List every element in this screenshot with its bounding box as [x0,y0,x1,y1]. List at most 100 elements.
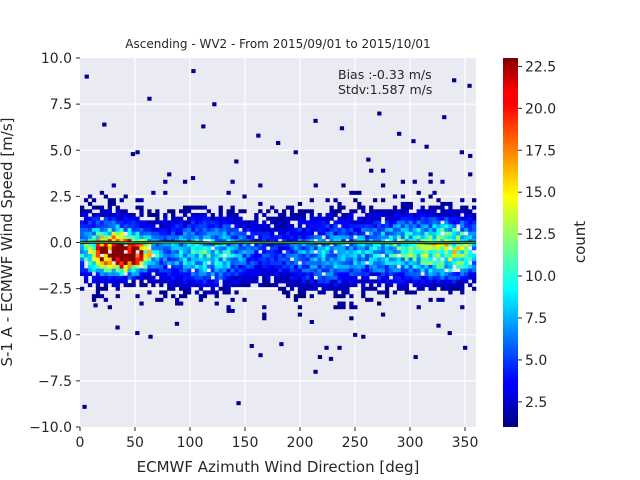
heatmap-cell [396,231,402,236]
heatmap-cell [115,227,120,232]
heatmap-cell [242,264,247,269]
heatmap-cell [456,260,461,265]
heatmap-cell [428,268,433,273]
heatmap-cell [175,242,180,247]
heatmap-cell [202,242,208,247]
heatmap-cell [143,275,148,280]
heatmap-cell [143,231,148,236]
heatmap-cell [230,220,235,225]
heatmap-cell [242,249,247,254]
heatmap-cell [163,224,168,229]
y-tick-label: 10.0 [41,51,72,67]
heatmap-cell [420,268,425,273]
heatmap-cell [230,209,235,214]
heatmap-cell [281,257,287,262]
heatmap-cell [456,275,461,280]
heatmap-cell [127,253,132,258]
heatmap-cell [325,257,330,262]
heatmap-cell [139,253,144,258]
heatmap-cell [460,205,465,210]
heatmap-cell [274,257,279,262]
heatmap-cell [301,272,307,277]
heatmap-cell [448,268,453,273]
heatmap-cell [289,249,295,254]
heatmap-cell [464,272,469,277]
heatmap-cell [175,235,180,240]
heatmap-cell [317,290,322,295]
heatmap-cell [412,212,417,217]
heatmap-cell [333,257,338,262]
heatmap-cell [210,290,215,295]
heatmap-cell [436,249,441,254]
heatmap-cell [424,283,429,288]
heatmap-cell [345,279,350,284]
heatmap-cell [361,216,366,221]
y-tick-label: −10.0 [29,420,72,436]
heatmap-cell [440,268,445,273]
heatmap-cell [452,235,457,240]
heatmap-cell [206,275,211,280]
heatmap-cell [246,283,251,288]
heatmap-cell [444,209,449,214]
heatmap-cell [345,272,350,277]
heatmap-cell [353,264,358,269]
heatmap-cell [210,283,215,288]
heatmap-cell [456,209,461,214]
heatmap-cell [175,264,180,269]
heatmap-cell [440,227,445,232]
heatmap-cell [218,205,223,210]
heatmap-cell [333,209,338,214]
heatmap-cell [357,224,362,229]
heatmap-cell [262,231,267,236]
heatmap-cell [440,275,445,280]
heatmap-cell [250,260,255,265]
heatmap-cell [460,257,465,262]
heatmap-cell [111,220,116,225]
heatmap-cell [186,227,192,232]
heatmap-cell [369,235,374,240]
heatmap-cell [428,260,433,265]
heatmap-cell [444,231,449,236]
heatmap-cell [281,253,287,258]
heatmap-cell [353,257,358,262]
heatmap-cell [226,268,231,273]
heatmap-cell [147,275,152,280]
heatmap-cell [131,216,136,221]
heatmap-cell [159,268,164,273]
heatmap-cell [305,231,310,236]
heatmap-cell [274,249,279,254]
heatmap-cell [234,272,239,277]
heatmap-cell [147,253,152,258]
heatmap-cell [163,179,168,184]
heatmap-cell [301,227,307,232]
heatmap-cell [472,246,477,251]
heatmap-cell [341,249,346,254]
heatmap-cell [281,231,287,236]
heatmap-cell [147,249,152,254]
heatmap-cell [380,260,386,265]
heatmap-cell [222,290,227,295]
heatmap-cell [194,260,200,265]
heatmap-cell [246,227,251,232]
heatmap-cell [91,268,97,273]
heatmap-cell [420,260,425,265]
heatmap-cell [436,275,441,280]
heatmap-cell [313,118,318,123]
heatmap-cell [420,264,425,269]
heatmap-cell [139,260,144,265]
heatmap-cell [202,224,208,229]
heatmap-cell [226,235,231,240]
heatmap-cell [301,279,307,284]
heatmap-cell [357,201,362,206]
heatmap-cell [456,216,461,221]
heatmap-cell [226,209,231,214]
heatmap-cell [472,205,477,210]
heatmap-cell [420,212,425,217]
heatmap-cell [182,231,188,236]
heatmap-cell [266,227,271,232]
heatmap-cell [206,220,211,225]
heatmap-cell [321,246,326,251]
heatmap-cell [313,268,318,273]
heatmap-cell [377,253,382,258]
heatmap-cell [349,249,354,254]
